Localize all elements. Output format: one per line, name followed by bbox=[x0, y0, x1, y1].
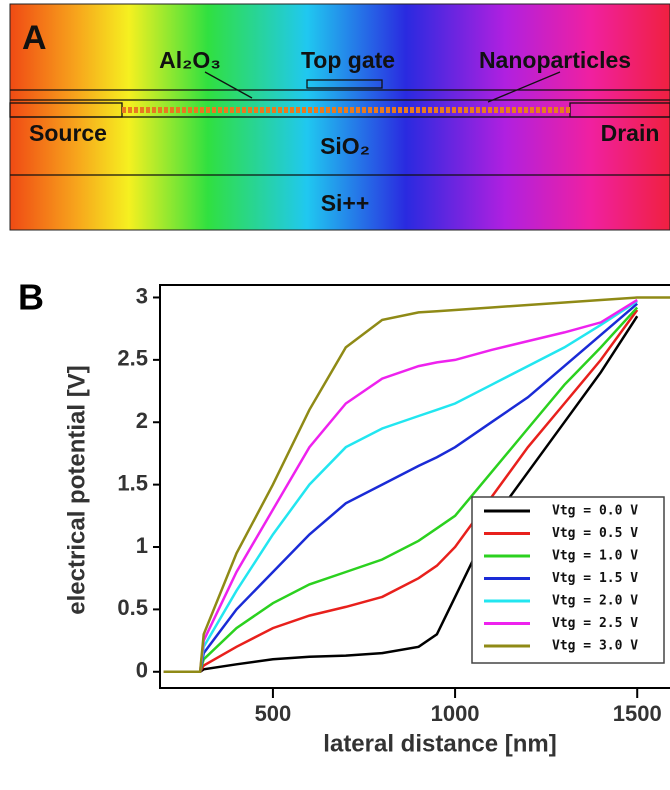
label-drain: Drain bbox=[601, 120, 660, 146]
legend-label: Vtg = 1.5 V bbox=[552, 571, 638, 586]
x-tick-label: 1500 bbox=[613, 701, 662, 726]
legend-label: Vtg = 1.0 V bbox=[552, 549, 638, 564]
series-line bbox=[163, 315, 639, 674]
legend-label: Vtg = 2.5 V bbox=[552, 616, 638, 631]
series-line bbox=[163, 309, 639, 674]
series-line bbox=[163, 302, 639, 674]
x-tick-label: 500 bbox=[255, 701, 292, 726]
y-tick-label: 2 bbox=[136, 408, 148, 433]
x-axis-label: lateral distance [nm] bbox=[323, 730, 556, 757]
y-axis-label: electrical potential [V] bbox=[63, 365, 90, 614]
label-al2o3: Al₂O₃ bbox=[159, 47, 221, 73]
label-top-gate: Top gate bbox=[301, 47, 395, 73]
label-sio2: SiO₂ bbox=[320, 133, 370, 159]
y-tick-label: 1.5 bbox=[117, 470, 148, 495]
series-line bbox=[163, 298, 638, 674]
y-tick-label: 0.5 bbox=[117, 595, 148, 620]
panel-label: B bbox=[18, 277, 44, 318]
legend-label: Vtg = 0.5 V bbox=[552, 526, 638, 541]
series-line bbox=[163, 306, 639, 674]
series-line bbox=[163, 296, 670, 674]
panel-a: A Al₂O₃ Top gate Nanoparticles Source Si… bbox=[9, 3, 670, 231]
y-tick-label: 3 bbox=[136, 283, 148, 308]
label-nanoparticles: Nanoparticles bbox=[479, 47, 631, 73]
label-source: Source bbox=[29, 120, 107, 146]
legend-label: Vtg = 2.0 V bbox=[552, 594, 638, 609]
panel-label: A bbox=[22, 19, 47, 57]
legend-label: Vtg = 0.0 V bbox=[552, 504, 638, 519]
y-tick-label: 1 bbox=[136, 533, 148, 558]
layer-lines bbox=[9, 71, 670, 176]
label-si: Si++ bbox=[321, 190, 370, 216]
y-tick-label: 0 bbox=[136, 658, 148, 683]
x-tick-label: 1000 bbox=[431, 701, 480, 726]
legend-label: Vtg = 3.0 V bbox=[552, 639, 638, 654]
y-tick-label: 2.5 bbox=[117, 346, 148, 371]
series-line bbox=[163, 300, 638, 674]
